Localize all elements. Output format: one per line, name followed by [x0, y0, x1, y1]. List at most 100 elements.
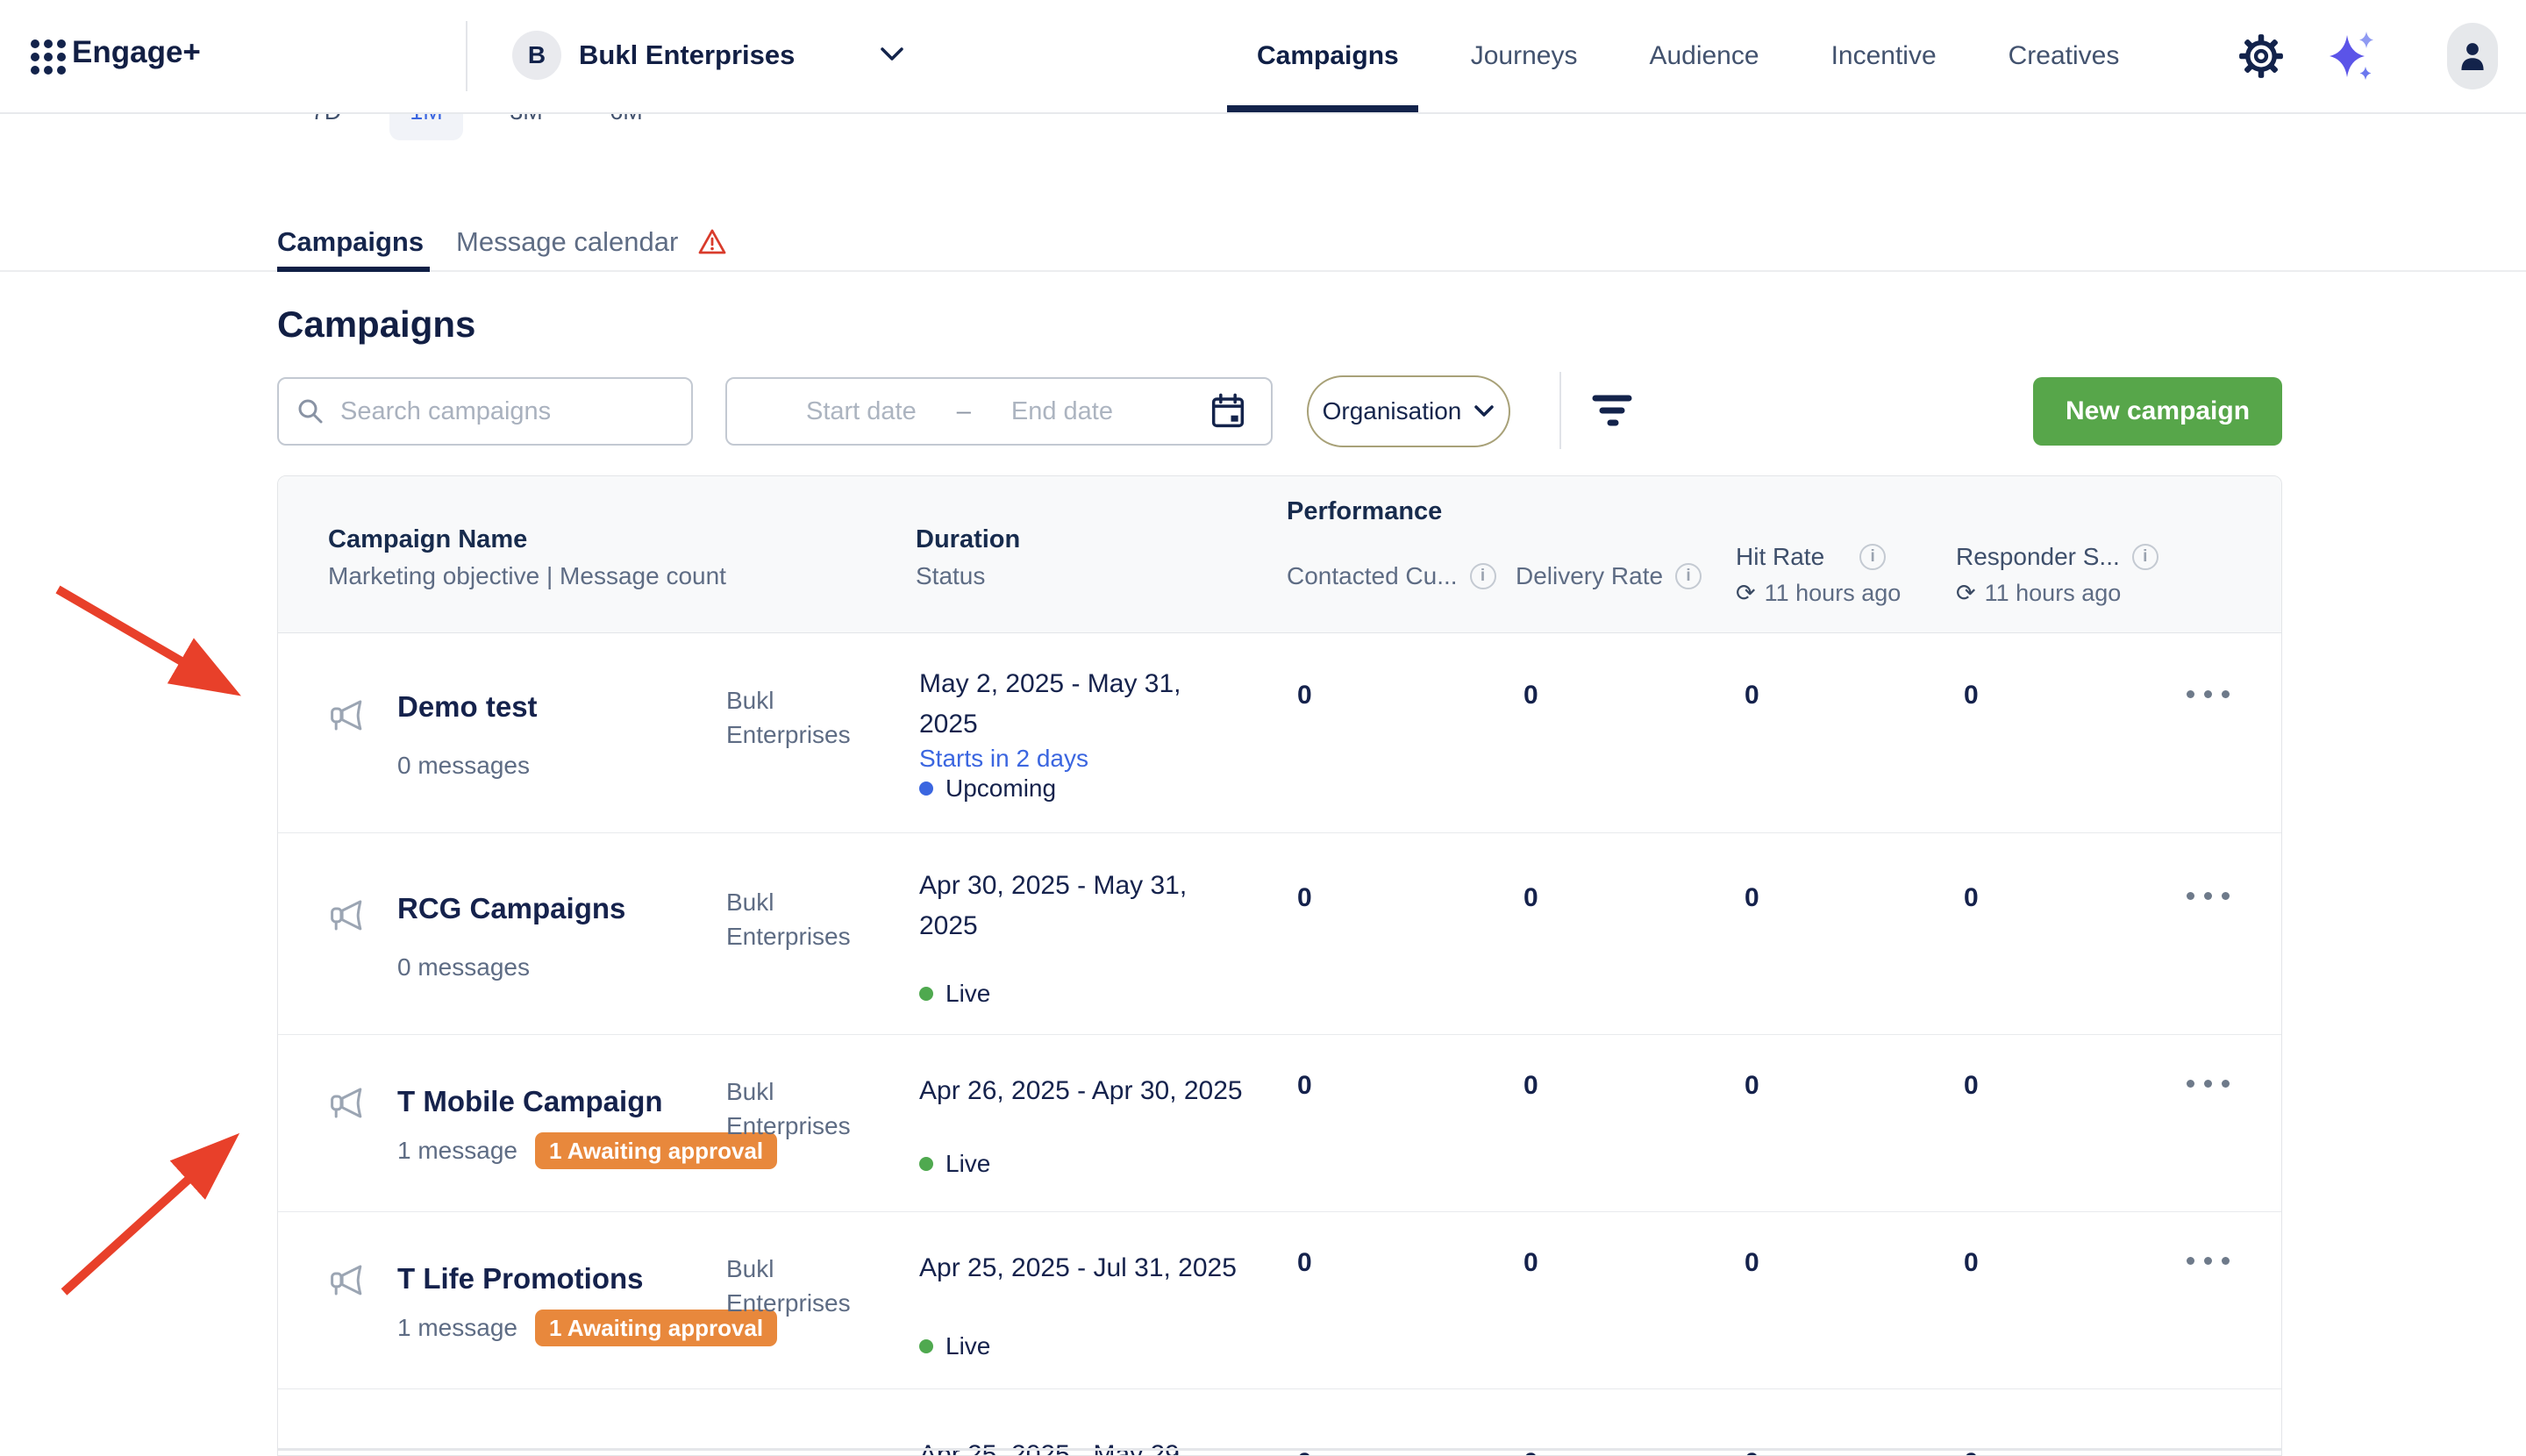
message-count-label: 0 messages: [397, 752, 530, 779]
campaign-duration: Apr 25, 2025 - May 29,: [919, 1435, 1188, 1456]
col-contacted-label: Contacted Cu...: [1287, 562, 1458, 589]
date-range-picker[interactable]: Start date – End date: [725, 377, 1273, 446]
status-label: Live: [945, 1150, 991, 1177]
campaign-name-link[interactable]: T Mobile Campaign: [397, 1085, 663, 1117]
tab-message-calendar[interactable]: Message calendar: [456, 226, 727, 258]
campaign-org: Bukl Enterprises: [726, 687, 851, 748]
nav-audience[interactable]: Audience: [1649, 41, 1759, 70]
tab-campaigns[interactable]: Campaigns: [277, 226, 425, 257]
organisation-filter[interactable]: Organisation: [1307, 375, 1510, 447]
page-title: Campaigns: [277, 303, 476, 345]
campaign-org: Bukl Enterprises: [726, 1078, 851, 1139]
row-actions-menu[interactable]: [2187, 1257, 2230, 1265]
responder-value: 0: [1964, 1071, 1979, 1100]
campaign-duration: Apr 30, 2025 - May 31, 2025: [919, 866, 1187, 946]
info-icon[interactable]: i: [1675, 563, 1702, 589]
status-badge: Live: [919, 980, 990, 1008]
megaphone-icon: [328, 1260, 368, 1305]
hit-value: 0: [1745, 883, 1759, 912]
info-icon[interactable]: i: [1859, 544, 1887, 570]
settings-gear-icon[interactable]: [2238, 33, 2284, 79]
message-count-label: 0 messages: [397, 953, 530, 981]
responder-value: 0: [1964, 1448, 1979, 1455]
status-label: Live: [945, 1332, 991, 1360]
megaphone-icon: [328, 696, 368, 740]
status-badge: Live: [919, 1150, 990, 1178]
campaign-org: Bukl Enterprises: [726, 1255, 851, 1317]
org-switcher[interactable]: Bukl Enterprises: [579, 39, 796, 70]
delivery-value: 0: [1523, 1448, 1538, 1455]
col-duration: Duration: [916, 525, 1021, 553]
top-navigation: Campaigns Journeys Audience Incentive Cr…: [1257, 0, 2119, 112]
campaigns-table: Campaign Name Marketing objective | Mess…: [277, 475, 2282, 1456]
duration-line1: Apr 25, 2025 - Jul 31, 2025: [919, 1253, 1237, 1282]
app-launcher-icon[interactable]: [30, 39, 67, 75]
org-avatar: B: [512, 31, 561, 80]
table-row[interactable]: RCG Campaigns 0 messages Bukl Enterprise…: [278, 832, 2281, 1035]
chevron-down-icon[interactable]: [879, 46, 905, 63]
contacted-value: 0: [1297, 1448, 1312, 1455]
col-delivery-rate: Delivery Rate i: [1516, 562, 1702, 590]
nav-journeys[interactable]: Journeys: [1470, 41, 1578, 70]
message-count-label: 1 message: [397, 1137, 517, 1164]
row-actions-menu[interactable]: [2187, 892, 2230, 900]
date-range-separator: –: [956, 396, 971, 425]
campaign-name-link[interactable]: T Life Promotions: [397, 1262, 644, 1295]
hit-value: 0: [1745, 1071, 1759, 1100]
contacted-value: 0: [1297, 1248, 1312, 1277]
calendar-icon[interactable]: [1209, 393, 1246, 430]
col-campaign-sub: Marketing objective | Message count: [328, 562, 726, 589]
table-row[interactable]: T Life Promotions 1 message 1 Awaiting a…: [278, 1211, 2281, 1389]
status-label: Upcoming: [945, 774, 1057, 802]
table-bottom-line: [278, 1448, 2281, 1451]
filter-icon[interactable]: [1589, 388, 1635, 433]
hit-value: 0: [1745, 1448, 1759, 1455]
delivery-value: 0: [1523, 1248, 1538, 1277]
responder-value: 0: [1964, 1248, 1979, 1277]
tab-message-calendar-label: Message calendar: [456, 226, 679, 257]
duration-line1: Apr 25, 2025 - May 29,: [919, 1440, 1188, 1456]
responder-value: 0: [1964, 883, 1979, 912]
app-logo: Engage+: [72, 35, 201, 69]
status-label: Live: [945, 980, 991, 1007]
row-actions-menu[interactable]: [2187, 1080, 2230, 1088]
table-header: Campaign Name Marketing objective | Mess…: [278, 476, 2281, 633]
table-row[interactable]: Demo test 0 messages Bukl Enterprises Ma…: [278, 632, 2281, 833]
info-icon[interactable]: i: [2131, 544, 2159, 570]
chevron-down-icon: [1474, 405, 1495, 417]
search-input[interactable]: [339, 396, 674, 427]
contacted-value: 0: [1297, 681, 1312, 710]
awaiting-approval-badge: 1 Awaiting approval: [534, 1132, 778, 1169]
start-date-field[interactable]: Start date: [806, 396, 917, 425]
hit-value: 0: [1745, 681, 1759, 710]
message-count: 0 messages: [397, 953, 530, 981]
end-date-field[interactable]: End date: [1010, 396, 1113, 425]
starts-in-note[interactable]: Starts in 2 days: [919, 745, 1088, 772]
active-nav-indicator: [1227, 105, 1418, 112]
responder-refresh[interactable]: ⟳ 11 hours ago: [1956, 580, 2121, 607]
search-icon: [298, 399, 323, 424]
contacted-value: 0: [1297, 883, 1312, 912]
nav-creatives[interactable]: Creatives: [2008, 41, 2120, 70]
organisation-filter-label: Organisation: [1322, 397, 1462, 425]
message-count: 1 message 1 Awaiting approval: [397, 1132, 778, 1169]
row-actions-menu[interactable]: [2187, 690, 2230, 698]
hit-rate-refresh[interactable]: ⟳ 11 hours ago: [1736, 580, 1901, 607]
campaign-name-link[interactable]: RCG Campaigns: [397, 892, 626, 924]
table-row[interactable]: Apr 25, 2025 - May 29, 0 0 0 0: [278, 1388, 2281, 1456]
campaign-name-link[interactable]: Demo test: [397, 690, 538, 723]
status-dot-upcoming: [919, 782, 933, 796]
nav-campaigns[interactable]: Campaigns: [1257, 41, 1399, 70]
info-icon[interactable]: i: [1469, 563, 1496, 589]
new-campaign-button[interactable]: New campaign: [2033, 377, 2282, 446]
duration-line1: May 2, 2025 - May 31,: [919, 669, 1181, 698]
app-header: Engage+ B Bukl Enterprises Campaigns Jou…: [0, 0, 2526, 114]
col-performance: Performance: [1287, 497, 1443, 525]
table-row[interactable]: T Mobile Campaign 1 message 1 Awaiting a…: [278, 1034, 2281, 1212]
ai-sparkle-icon[interactable]: [2323, 28, 2379, 84]
nav-incentive[interactable]: Incentive: [1830, 41, 1937, 70]
user-avatar[interactable]: [2447, 23, 2498, 89]
campaign-duration: Apr 26, 2025 - Apr 30, 2025: [919, 1071, 1243, 1111]
tabs-divider: [0, 270, 2526, 272]
status-dot-live: [919, 987, 933, 1001]
